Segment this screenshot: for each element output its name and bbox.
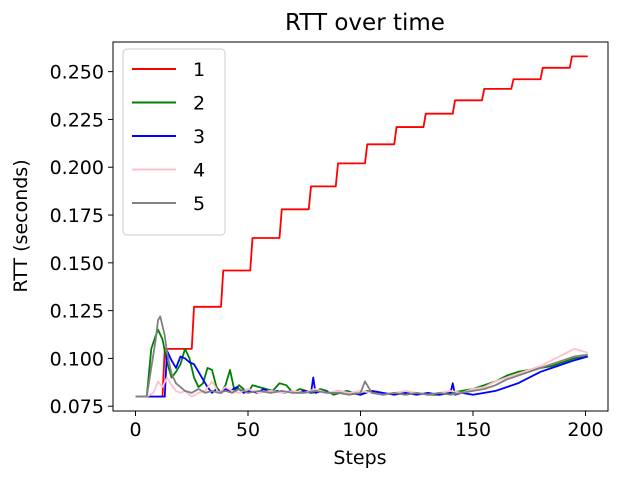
series-line-4 bbox=[135, 347, 588, 398]
x-axis-label: Steps bbox=[333, 447, 386, 469]
legend-label-3: 3 bbox=[193, 126, 205, 148]
x-tick-label: 100 bbox=[342, 419, 378, 441]
legend-label-4: 4 bbox=[193, 160, 205, 182]
x-tick-label: 0 bbox=[129, 419, 141, 441]
legend-label-5: 5 bbox=[193, 193, 205, 215]
y-tick-label: 0.100 bbox=[50, 348, 104, 370]
x-tick-label: 150 bbox=[455, 419, 491, 441]
series-line-3 bbox=[135, 349, 588, 398]
y-tick-label: 0.175 bbox=[50, 205, 104, 227]
chart-title: RTT over time bbox=[285, 10, 445, 36]
x-tick-label: 200 bbox=[567, 419, 603, 441]
series-line-1 bbox=[135, 55, 588, 398]
y-tick-label: 0.150 bbox=[50, 253, 104, 275]
legend: 1 2 3 4 5 bbox=[122, 48, 226, 236]
series-line-5 bbox=[135, 315, 588, 398]
legend-label-1: 1 bbox=[193, 59, 205, 81]
y-tick-label: 0.125 bbox=[50, 301, 104, 323]
y-axis-label: RTT (seconds) bbox=[10, 159, 32, 292]
x-axis-ticks: 0 50 100 150 200 bbox=[129, 411, 604, 441]
y-tick-label: 0.075 bbox=[50, 396, 104, 418]
y-axis-ticks: 0.075 0.100 0.125 0.150 0.175 0.200 0.225 0.250 bbox=[50, 62, 113, 418]
y-tick-label: 0.225 bbox=[50, 109, 104, 131]
legend-label-2: 2 bbox=[193, 93, 205, 115]
x-tick-label: 50 bbox=[236, 419, 260, 441]
plot-lines bbox=[135, 55, 588, 398]
plot-area-frame bbox=[112, 41, 609, 412]
y-tick-label: 0.250 bbox=[50, 62, 104, 84]
legend-box bbox=[122, 48, 226, 236]
y-tick-label: 0.200 bbox=[50, 157, 104, 179]
series-line-2 bbox=[135, 328, 588, 398]
